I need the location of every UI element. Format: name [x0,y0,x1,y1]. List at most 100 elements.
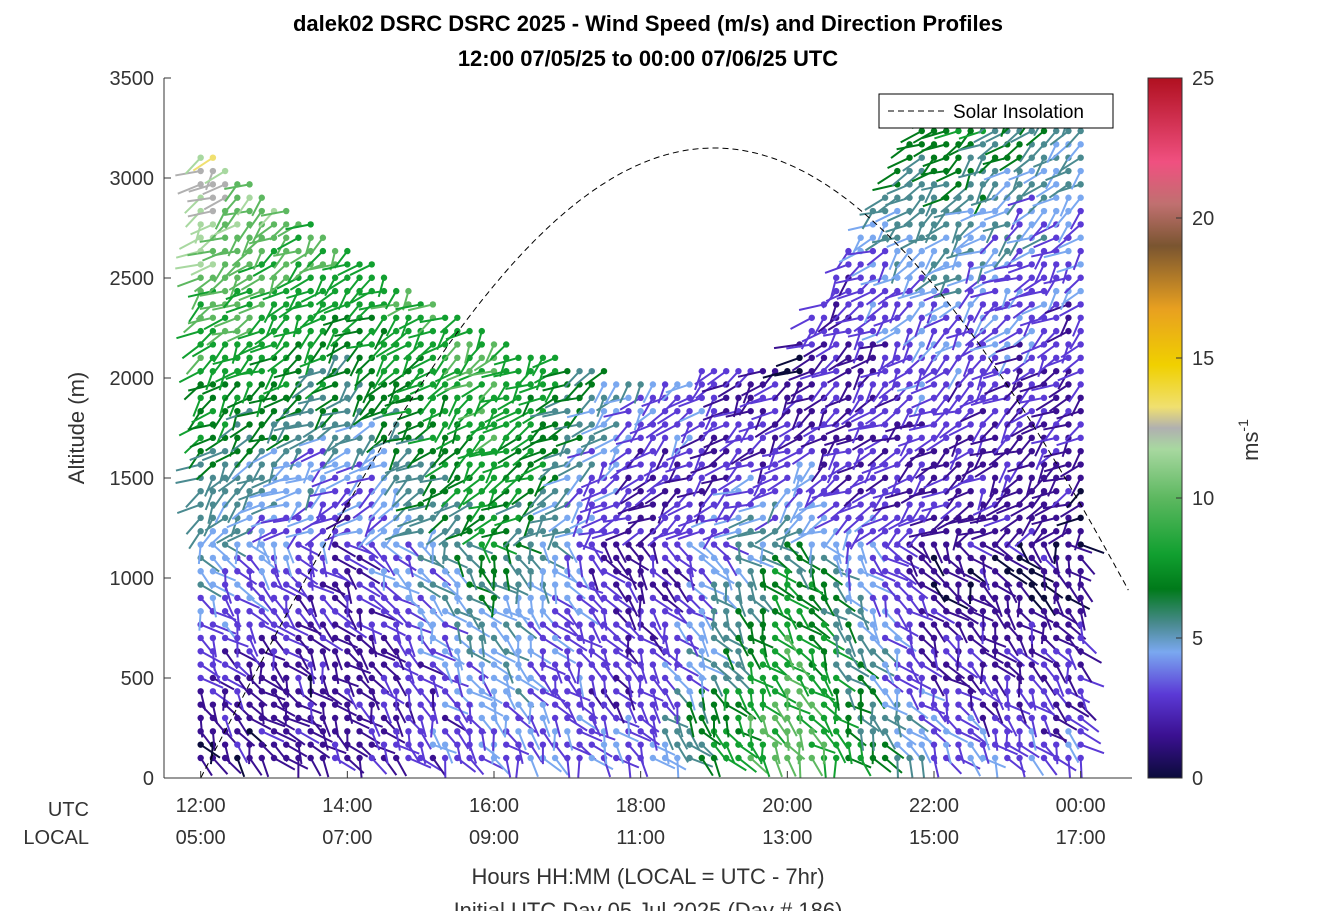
wind-barb [666,396,690,409]
wind-barb-point [405,541,412,548]
wind-barb [321,557,328,578]
wind-barb-point [796,568,803,575]
wind-barb-point [356,301,363,308]
wind-barb-point [881,221,889,228]
wind-barb-point [246,568,253,575]
wind-barb [885,223,910,233]
wind-barb-point [857,501,864,508]
wind-barb-point [906,407,913,415]
wind-barb [299,316,324,329]
wind-barb [902,156,923,172]
wind-barb-point [258,274,265,281]
wind-barb [473,517,495,532]
wind-barb [857,277,874,295]
wind-barb-point [710,661,718,668]
wind-barb-point [319,327,327,335]
wind-barb-point [270,594,278,602]
wind-barb [523,517,532,538]
wind-barb-point [417,648,424,655]
wind-barb-point [331,634,339,642]
wind-barb-point [784,394,791,402]
wind-barb-point [356,354,363,361]
wind-barb-point [906,381,913,388]
wind-barb [312,477,324,497]
wind-barb [240,276,263,291]
wind-barb-point [894,341,901,348]
wind-barb-point [478,354,485,361]
wind-barb-point [307,434,314,442]
wind-barb [348,463,373,475]
wind-barb-point [918,141,925,148]
wind-barb [979,664,984,685]
wind-barb-point [845,608,852,615]
wind-barb-point [503,407,510,415]
wind-barb [205,437,226,452]
wind-barb-point [588,594,595,602]
wind-barb-point [649,661,657,668]
wind-barb [383,477,398,496]
wind-barb [200,623,224,635]
wind-barb-point [197,714,204,722]
wind-barb-point [221,688,229,695]
wind-barb-point [698,754,705,762]
wind-barb-point [319,741,327,748]
wind-barb [334,570,355,586]
wind-barb [260,516,287,524]
wind-barb-point [490,407,498,415]
wind-barb [224,717,233,738]
wind-barb-point [490,661,498,668]
wind-barb [238,303,263,315]
wind-barb-point [759,367,767,375]
wind-barb-point [539,648,547,655]
wind-barb-point [918,367,925,375]
wind-barb-point [405,314,412,321]
wind-barb-point [466,701,473,708]
wind-barb [336,503,360,516]
wind-barb-point [894,754,901,762]
wind-barb-point [771,754,779,762]
wind-barb [314,277,324,297]
wind-barb-point [319,314,327,321]
wind-barb-point [943,434,950,442]
wind-barb-point [918,674,925,682]
wind-barb [904,170,923,187]
wind-barb [761,677,772,697]
wind-barb-point [869,287,877,295]
wind-barb-point [943,608,950,615]
wind-barb-point [845,674,852,682]
wind-barb-point [258,447,265,455]
wind-barb [285,623,309,637]
wind-barb-point [979,127,987,135]
wind-barb [620,490,642,505]
wind-barb-point [429,621,437,628]
wind-barb-point [759,608,767,615]
wind-barb-point [869,274,877,281]
wind-barb-point [405,514,412,522]
wind-barb [211,704,219,725]
wind-barb-point [991,141,999,148]
wind-barb [456,557,465,578]
wind-barb-point [405,594,412,602]
wind-barb-point [747,514,754,522]
wind-barb-point [991,354,999,361]
wind-barb-point [368,274,375,281]
wind-barb [791,477,813,492]
wind-barb [566,637,588,652]
wind-barb-point [380,568,388,575]
wind-barb [359,570,381,585]
wind-barb [781,397,789,418]
wind-barb-point [380,501,388,508]
wind-barb-point [270,541,278,548]
wind-barb-point [331,488,339,495]
wind-barb [505,571,511,591]
wind-barb [603,651,611,671]
wind-barb [322,570,347,581]
wind-barb-point [955,568,962,575]
wind-barb [944,477,960,496]
wind-barb-point [625,621,632,628]
wind-barb-point [368,594,375,602]
wind-barb-point [686,461,693,468]
wind-barb [358,611,363,631]
wind-barb-point [943,674,950,682]
wind-barb-point [918,274,925,281]
